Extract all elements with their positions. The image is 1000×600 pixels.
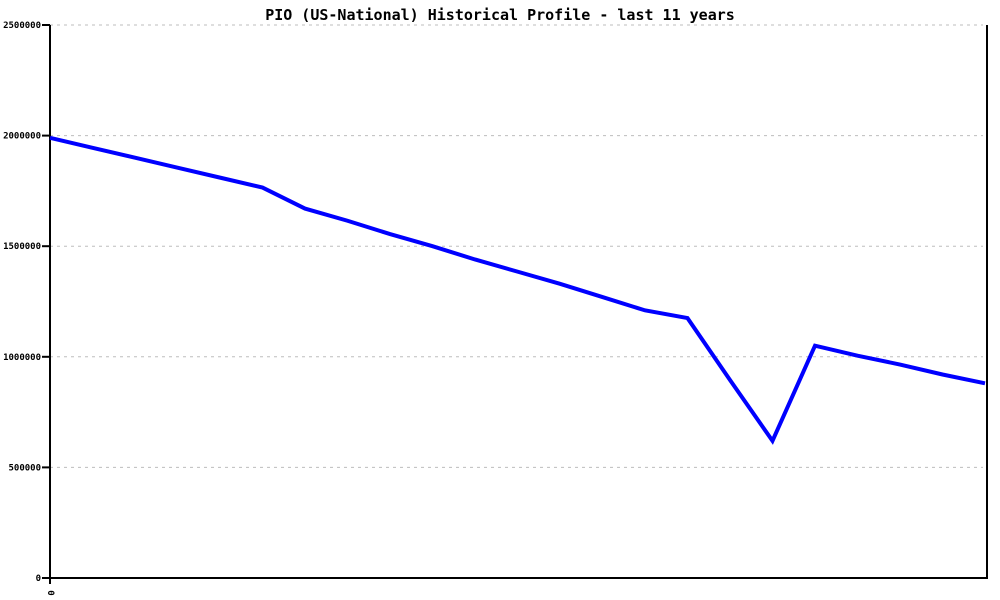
y-tick-label: 2500000	[3, 21, 41, 31]
y-tick-label: 2000000	[3, 132, 41, 142]
y-tick-label: 1500000	[3, 242, 41, 252]
chart-title: PIO (US-National) Historical Profile - l…	[265, 6, 735, 24]
y-tick-label: 500000	[8, 463, 41, 473]
axis-border	[49, 25, 988, 579]
y-tick-label: 0	[36, 574, 41, 584]
x-tick-label: 0	[45, 590, 55, 595]
y-tick-label: 1000000	[3, 353, 41, 363]
data-line	[49, 135, 986, 445]
